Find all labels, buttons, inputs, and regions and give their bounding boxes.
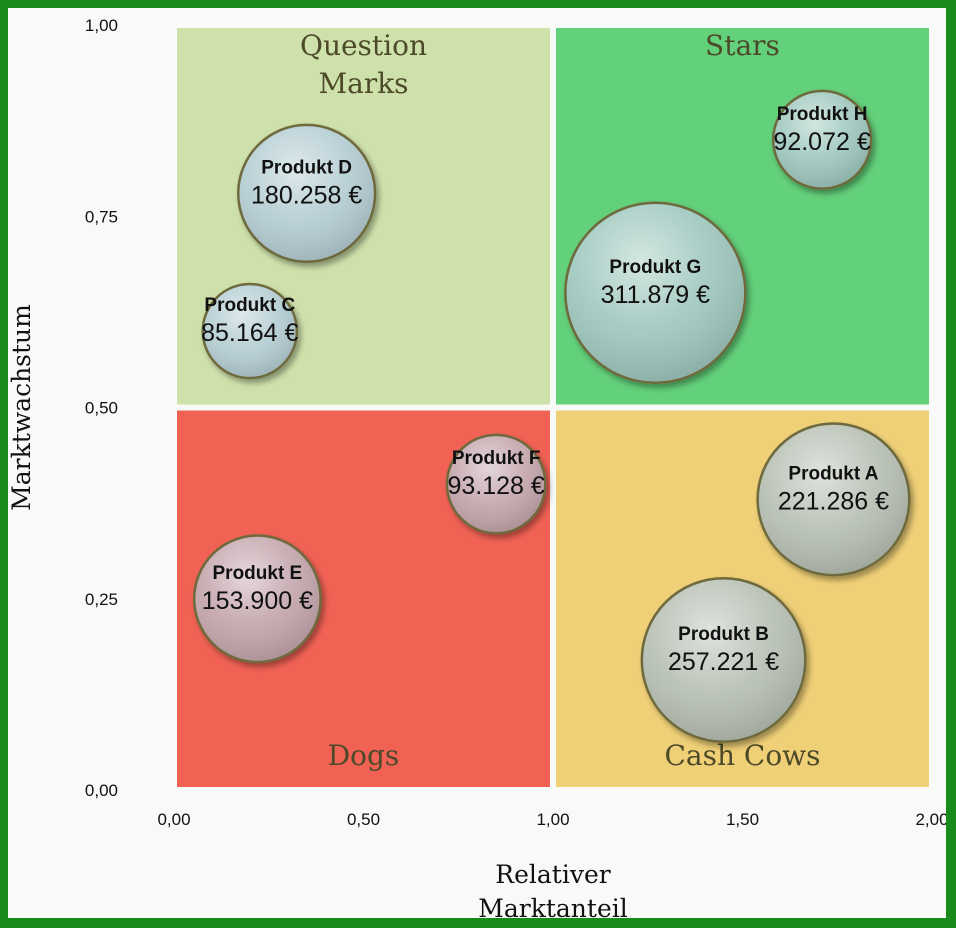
bubble-value: 311.879 € (601, 281, 710, 309)
x-axis-title: Marktanteil (478, 894, 628, 918)
bubble-value: 257.221 € (668, 648, 779, 676)
y-tick-label: 0,75 (85, 207, 118, 226)
tick-layer: 0,00 0,50 1,00 1,50 2,00 0,00 0,25 0,50 0,75 1,00 (85, 16, 946, 829)
bubble-highlight (239, 126, 374, 261)
quadrant-label-dogs: Dogs (328, 739, 400, 772)
bubble-name: Produkt C (204, 295, 295, 316)
y-axis-title: Marktwachstum (8, 304, 36, 511)
bubble-name: Produkt F (452, 448, 541, 469)
axis-label-layer: Relativer Marktanteil Marktwachstum (8, 304, 628, 918)
bubble-group: Produkt G 311.879 € (564, 201, 747, 384)
bubble-chart: Question Marks Stars Dogs Cash Cows 0,00 0,50… (8, 16, 946, 918)
y-tick-label: 1,00 (85, 16, 118, 35)
bubble-name: Produkt A (788, 463, 878, 484)
bubble-value: 85.164 € (201, 319, 298, 347)
bubble-group: Produkt E 153.900 € (192, 534, 322, 664)
chart-frame: Question Marks Stars Dogs Cash Cows 0,00 0,50… (8, 8, 946, 918)
bubble-name: Produkt B (678, 624, 769, 645)
bubble-highlight (195, 537, 320, 661)
y-tick-label: 0,00 (85, 781, 118, 800)
bubble-value: 93.128 € (447, 472, 544, 500)
bubble-highlight (759, 424, 908, 574)
bubble-highlight (643, 579, 804, 741)
bubble-group: Produkt C 85.164 € (201, 282, 299, 380)
y-tick-label: 0,25 (85, 590, 118, 609)
x-tick-label: 2,00 (915, 810, 946, 829)
bubble-highlight (774, 92, 870, 188)
quadrant-label-question: Question (300, 29, 427, 62)
x-tick-label: 1,00 (536, 810, 569, 829)
quadrant-label-question: Marks (318, 67, 408, 100)
bubble-group: Produkt B 257.221 € (640, 576, 807, 743)
bubble-group: Produkt A 221.286 € (756, 422, 911, 577)
x-tick-label: 0,00 (157, 810, 190, 829)
bubble-highlight (566, 204, 744, 382)
bubble-highlight (448, 436, 544, 532)
bubble-group: Produkt F 93.128 € (445, 433, 547, 535)
bubble-name: Produkt D (261, 157, 352, 178)
bubble-name: Produkt G (609, 257, 701, 278)
bubble-name: Produkt E (213, 563, 303, 584)
bubble-value: 180.258 € (251, 181, 362, 209)
quadrant-label-cows: Cash Cows (664, 739, 820, 772)
quadrant-label-stars: Stars (705, 29, 780, 62)
x-tick-label: 1,50 (726, 810, 759, 829)
bubble-group: Produkt H 92.072 € (771, 89, 873, 190)
bubble-highlight (204, 285, 296, 377)
bubble-name: Produkt H (777, 104, 868, 125)
x-tick-label: 0,50 (347, 810, 380, 829)
bubble-value: 153.900 € (202, 587, 313, 615)
bubble-value: 92.072 € (773, 128, 870, 156)
x-axis-title: Relativer (495, 860, 610, 889)
bubble-value: 221.286 € (778, 487, 889, 515)
y-tick-label: 0,50 (85, 399, 118, 418)
bubble-group: Produkt D 180.258 € (236, 123, 377, 263)
